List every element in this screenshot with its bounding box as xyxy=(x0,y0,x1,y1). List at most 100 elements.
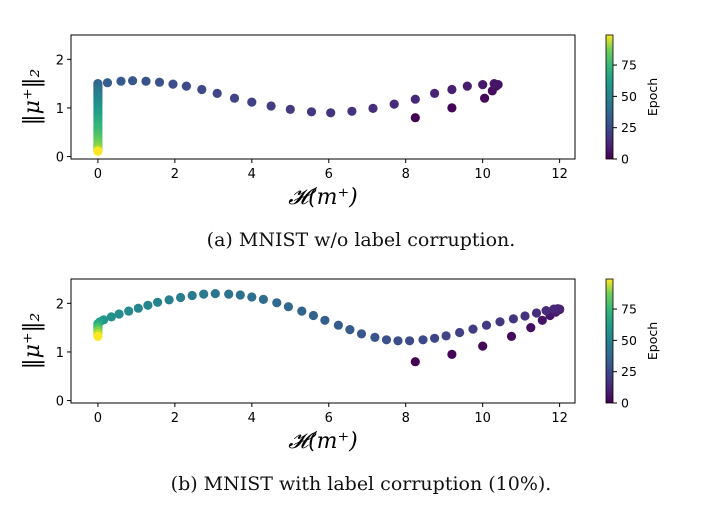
data-point xyxy=(308,310,318,321)
x-tick-label: 4 xyxy=(248,167,256,182)
x-tick-label: 2 xyxy=(171,167,179,182)
data-point xyxy=(116,76,126,86)
caption-a: (a) MNIST w/o label corruption. xyxy=(206,229,516,251)
x-tick-label: 10 xyxy=(474,411,491,426)
data-point xyxy=(102,78,113,88)
data-point xyxy=(370,332,380,342)
data-point xyxy=(481,320,492,330)
data-point xyxy=(128,76,138,86)
data-point xyxy=(389,99,399,109)
colorbar-tick-label: 25 xyxy=(621,120,637,135)
x-axis-label: 𝓗(m⁺) xyxy=(288,429,357,454)
colorbar-label: Epoch xyxy=(645,78,660,116)
data-point xyxy=(320,315,330,325)
x-tick-label: 2 xyxy=(171,411,179,426)
data-points xyxy=(93,76,503,156)
data-point xyxy=(531,308,542,318)
colorbar-tick-label: 25 xyxy=(621,364,637,379)
y-tick-label: 1 xyxy=(56,346,64,361)
data-point xyxy=(418,335,428,345)
data-point xyxy=(247,97,257,107)
data-point xyxy=(455,327,465,338)
data-point xyxy=(541,306,551,316)
data-point xyxy=(235,290,245,300)
data-point xyxy=(495,317,505,327)
data-point xyxy=(430,88,440,98)
data-point xyxy=(381,335,392,345)
data-point xyxy=(258,294,268,304)
data-point xyxy=(210,289,220,299)
data-point xyxy=(468,324,478,334)
data-point xyxy=(143,300,153,310)
x-tick-label: 0 xyxy=(94,167,102,182)
colorbar-tick-label: 75 xyxy=(621,58,637,73)
data-points xyxy=(93,289,565,367)
data-point xyxy=(181,81,191,91)
data-point xyxy=(297,306,307,316)
data-point xyxy=(356,329,367,339)
data-point xyxy=(405,336,415,346)
data-point xyxy=(164,295,174,305)
data-point xyxy=(187,290,197,301)
colorbar xyxy=(605,34,614,160)
data-point xyxy=(247,292,257,302)
x-tick-label: 0 xyxy=(94,411,102,426)
colorbar-tick-label: 50 xyxy=(621,89,637,104)
data-point xyxy=(153,297,163,307)
data-point xyxy=(266,101,276,111)
y-tick-label: 0 xyxy=(56,151,64,166)
data-point xyxy=(410,357,420,367)
data-point xyxy=(520,311,530,321)
data-point xyxy=(272,298,282,308)
data-point xyxy=(526,323,536,333)
data-point xyxy=(537,315,547,325)
data-point xyxy=(283,302,293,312)
y-tick-label: 0 xyxy=(56,395,64,410)
data-point xyxy=(93,146,103,156)
colorbar-tick-label: 0 xyxy=(621,152,629,167)
y-axis-label: ‖μ⁺‖₂ xyxy=(20,69,45,126)
data-point xyxy=(549,304,559,314)
data-point xyxy=(478,341,488,351)
x-tick-label: 6 xyxy=(325,167,333,182)
caption-b: (b) MNIST with label corruption (10%). xyxy=(170,473,552,495)
colorbar xyxy=(605,278,614,404)
data-point xyxy=(106,312,116,322)
plot-frame xyxy=(70,278,576,404)
data-point xyxy=(124,306,134,316)
x-tick-label: 4 xyxy=(248,411,256,426)
data-point xyxy=(212,88,222,98)
data-point xyxy=(478,80,488,90)
colorbar-label: Epoch xyxy=(645,322,660,360)
x-tick-label: 10 xyxy=(474,167,491,182)
colorbar-tick-label: 75 xyxy=(621,302,637,317)
data-point xyxy=(430,333,440,343)
data-point xyxy=(489,79,499,89)
data-point xyxy=(154,77,165,87)
data-point xyxy=(133,303,143,313)
y-tick-label: 1 xyxy=(56,102,64,117)
data-point xyxy=(410,113,420,123)
plot-frame xyxy=(70,34,576,160)
data-point xyxy=(410,94,420,104)
data-point xyxy=(176,292,186,303)
data-point xyxy=(141,76,151,86)
x-tick-label: 8 xyxy=(402,411,410,426)
data-point xyxy=(447,349,457,359)
data-point xyxy=(506,331,517,341)
x-tick-label: 12 xyxy=(551,411,568,426)
data-point xyxy=(347,106,357,116)
x-tick-label: 6 xyxy=(325,411,333,426)
y-axis-label: ‖μ⁺‖₂ xyxy=(20,313,45,370)
data-point xyxy=(197,84,207,95)
data-point xyxy=(168,79,178,89)
colorbar-tick-label: 50 xyxy=(621,333,637,348)
data-point xyxy=(368,103,378,113)
y-tick-label: 2 xyxy=(56,53,64,68)
data-point xyxy=(306,107,317,117)
data-point xyxy=(441,331,451,341)
data-point xyxy=(326,108,336,118)
data-point xyxy=(393,336,403,346)
